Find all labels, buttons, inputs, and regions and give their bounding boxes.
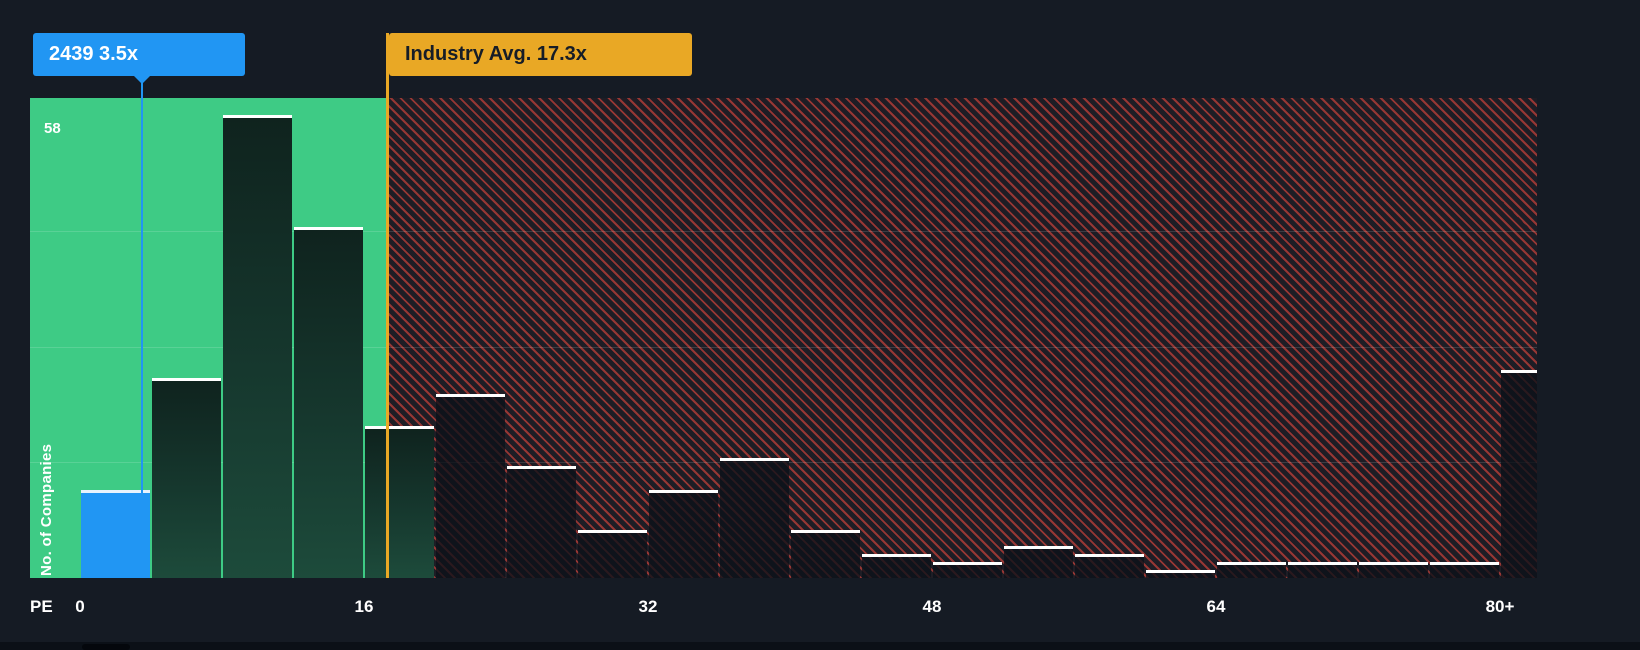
histogram-bar[interactable] <box>81 490 150 578</box>
x-tick-label: 0 <box>75 597 85 616</box>
overvalued-hatch-zone <box>387 98 1537 578</box>
histogram-bar[interactable] <box>294 227 363 578</box>
y-axis-label: No. of Companies <box>38 443 55 576</box>
histogram-bar[interactable] <box>223 115 292 578</box>
histogram-bar[interactable] <box>791 530 860 578</box>
histogram-bar[interactable] <box>436 394 505 578</box>
max-value-label: 58 <box>44 120 61 137</box>
industry-average-line <box>386 33 389 578</box>
company-marker-line <box>141 76 143 578</box>
industry-average-text: Industry Avg. 17.3x <box>405 43 587 65</box>
histogram-bar[interactable] <box>1004 546 1073 578</box>
x-tick-label: 16 <box>354 597 374 616</box>
tooltip-pointer <box>134 76 150 84</box>
x-tick-label: 64 <box>1206 597 1226 616</box>
histogram-bar[interactable] <box>152 378 221 578</box>
histogram-bar[interactable] <box>1288 562 1357 578</box>
histogram-bar[interactable] <box>933 562 1002 578</box>
x-tick-label: 80+ <box>1485 597 1515 616</box>
histogram-bar[interactable] <box>1430 562 1499 578</box>
histogram-bar[interactable] <box>1217 562 1286 578</box>
bottom-edge <box>0 642 1640 650</box>
horizontal-scrollbar-thumb[interactable] <box>82 644 130 650</box>
histogram-bar[interactable] <box>507 466 576 578</box>
histogram-bar[interactable] <box>1146 570 1215 578</box>
company-tooltip: 2439 3.5x <box>33 33 245 84</box>
histogram-bar[interactable] <box>862 554 931 578</box>
histogram-bar[interactable] <box>365 426 434 578</box>
x-tick-label: 32 <box>638 597 658 616</box>
x-tick-label: 48 <box>922 597 942 616</box>
company-tooltip-label: 2439 3.5x <box>49 43 138 65</box>
industry-average-label: Industry Avg. 17.3x <box>389 33 692 76</box>
x-axis-title: PE <box>30 597 53 616</box>
histogram-bar[interactable] <box>1501 370 1537 578</box>
histogram-bar[interactable] <box>578 530 647 578</box>
gridline <box>30 347 1537 348</box>
histogram-bar[interactable] <box>1359 562 1428 578</box>
histogram-bar[interactable] <box>649 490 718 578</box>
gridline <box>30 231 1537 232</box>
histogram-bar[interactable] <box>720 458 789 578</box>
histogram-bar[interactable] <box>1075 554 1144 578</box>
